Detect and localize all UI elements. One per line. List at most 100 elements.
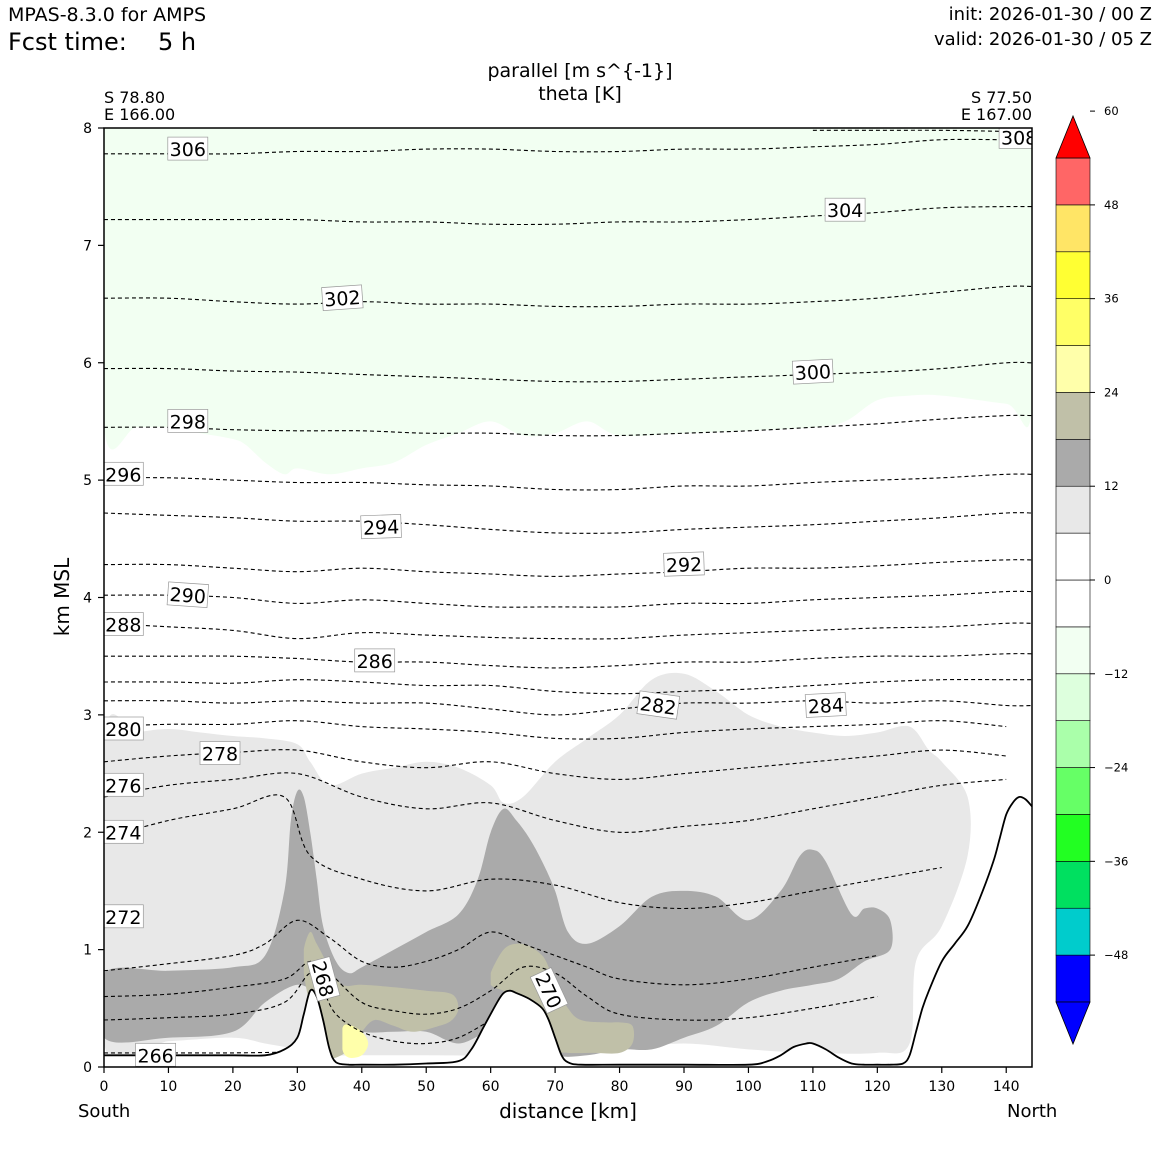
svg-text:306: 306 bbox=[170, 139, 206, 161]
contour-label-302: 302 bbox=[321, 284, 364, 311]
right-endpoint-lat: S 77.50 bbox=[970, 88, 1032, 107]
x-tick-label: 80 bbox=[611, 1079, 629, 1095]
svg-text:308: 308 bbox=[1001, 127, 1037, 149]
colorbar-segment bbox=[1055, 392, 1091, 440]
svg-text:274: 274 bbox=[105, 822, 141, 844]
colorbar-segment bbox=[1055, 579, 1091, 628]
theta-contour-288 bbox=[104, 622, 1032, 640]
colorbar-tick-label: −12 bbox=[1104, 667, 1128, 681]
theta-contour-278 bbox=[104, 749, 1007, 780]
shaded-region-3 bbox=[303, 931, 459, 1060]
shaded-region-4 bbox=[490, 943, 635, 1054]
y-tick-label: 5 bbox=[83, 473, 92, 489]
colorbar-segment bbox=[1055, 861, 1091, 909]
contour-label-290: 290 bbox=[166, 581, 209, 608]
contour-label-306: 306 bbox=[167, 136, 209, 161]
y-tick-label: 3 bbox=[83, 708, 92, 724]
contour-label-308: 308 bbox=[998, 127, 1037, 149]
y-tick-label: 4 bbox=[83, 591, 92, 607]
contour-label-266: 266 bbox=[135, 1042, 176, 1067]
theta-contour-294 bbox=[104, 512, 1032, 534]
shaded-region-2 bbox=[104, 789, 893, 1057]
chart-subtitle: theta [K] bbox=[538, 83, 622, 105]
x-tick-label: 100 bbox=[735, 1079, 762, 1095]
colorbar-segment bbox=[1055, 485, 1091, 534]
theta-contour-284 bbox=[104, 678, 1032, 695]
left-endpoint-lon: E 166.00 bbox=[104, 105, 176, 124]
svg-text:288: 288 bbox=[105, 615, 141, 637]
valid-time: valid: 2026-01-30 / 05 Z bbox=[934, 29, 1152, 50]
x-tick-label: 120 bbox=[864, 1079, 891, 1095]
svg-text:296: 296 bbox=[105, 464, 141, 486]
colorbar-tick-label: 48 bbox=[1104, 198, 1119, 212]
svg-text:290: 290 bbox=[169, 584, 207, 608]
theta-contour-302 bbox=[104, 285, 1032, 308]
y-tick-label: 1 bbox=[83, 943, 92, 959]
contour-label-284: 284 bbox=[804, 692, 847, 719]
x-tick-label: 20 bbox=[224, 1079, 242, 1095]
colorbar-segment bbox=[1055, 251, 1091, 299]
theta-contour-300 bbox=[104, 361, 1032, 383]
colorbar-under-arrow bbox=[1055, 1001, 1091, 1046]
y-tick-label: 7 bbox=[83, 238, 92, 254]
contour-label-286: 286 bbox=[354, 648, 396, 673]
colorbar-segment bbox=[1055, 626, 1091, 675]
colorbar-segment bbox=[1055, 954, 1091, 1003]
contour-label-300: 300 bbox=[791, 358, 834, 385]
theta-contour-286 bbox=[104, 653, 1032, 669]
colorbar-segment bbox=[1055, 720, 1091, 768]
contour-label-298: 298 bbox=[167, 409, 209, 433]
x-tick-label: 30 bbox=[288, 1079, 306, 1095]
y-tick-label: 6 bbox=[83, 356, 92, 372]
contour-label-274: 274 bbox=[104, 819, 144, 844]
colorbar-tick-label: −36 bbox=[1104, 854, 1128, 868]
left-endpoint-lat: S 78.80 bbox=[104, 88, 166, 107]
contour-label-276: 276 bbox=[104, 772, 144, 797]
x-tick-label: 0 bbox=[100, 1079, 109, 1095]
colorbar-segment bbox=[1055, 673, 1091, 721]
svg-text:276: 276 bbox=[105, 775, 141, 797]
contour-label-268: 268 bbox=[307, 956, 341, 1002]
colorbar-tick-label: 36 bbox=[1104, 292, 1119, 306]
x-tick-label: 60 bbox=[482, 1079, 500, 1095]
theta-contour-272 bbox=[104, 919, 878, 986]
colorbar-tick-label: 24 bbox=[1104, 385, 1119, 399]
y-tick-label: 0 bbox=[83, 1060, 92, 1076]
svg-text:298: 298 bbox=[170, 411, 206, 433]
theta-contour-298 bbox=[104, 414, 1032, 437]
theta-contour-304 bbox=[104, 205, 1032, 226]
contour-label-282: 282 bbox=[636, 690, 681, 720]
colorbar-tick-label: −48 bbox=[1104, 948, 1128, 962]
shaded-region-0 bbox=[104, 128, 1032, 475]
x-tick-label: 40 bbox=[353, 1079, 371, 1095]
colorbar-segment bbox=[1055, 532, 1091, 581]
theta-contour-274 bbox=[104, 794, 942, 910]
svg-text:284: 284 bbox=[807, 695, 844, 719]
theta-contour-268 bbox=[104, 972, 491, 1045]
svg-text:292: 292 bbox=[666, 554, 703, 577]
colorbar: 60 48 36 24 12 0 −12 −24 −36 −48 bbox=[1055, 104, 1128, 1046]
x-axis-label: distance [km] bbox=[499, 1099, 637, 1123]
model-name: MPAS-8.3.0 for AMPS bbox=[8, 4, 207, 26]
colorbar-segment bbox=[1055, 814, 1091, 862]
theta-contour-280 bbox=[104, 720, 1007, 740]
svg-text:294: 294 bbox=[363, 516, 400, 539]
contour-label-280: 280 bbox=[104, 716, 144, 741]
svg-text:280: 280 bbox=[105, 719, 141, 741]
svg-text:278: 278 bbox=[202, 744, 238, 766]
right-endpoint-coords: S 77.50 E 167.00 bbox=[961, 89, 1032, 123]
contour-label-294: 294 bbox=[360, 514, 402, 540]
right-endpoint-lon: E 167.00 bbox=[960, 105, 1032, 124]
x-tick-label: 90 bbox=[675, 1079, 693, 1095]
theta-contour-308 bbox=[812, 129, 1032, 134]
forecast-time-value: 5 h bbox=[158, 28, 197, 56]
svg-text:302: 302 bbox=[324, 287, 362, 311]
theta-contour-290 bbox=[104, 590, 1032, 608]
y-axis: 0 1 2 3 4 5 6 7 8 bbox=[83, 121, 104, 1076]
colorbar-segment bbox=[1055, 157, 1091, 206]
x-tick-label: 70 bbox=[546, 1079, 564, 1095]
colorbar-segment bbox=[1055, 767, 1091, 815]
init-time: init: 2026-01-30 / 00 Z bbox=[948, 4, 1152, 25]
theta-contour-270 bbox=[104, 960, 878, 1021]
